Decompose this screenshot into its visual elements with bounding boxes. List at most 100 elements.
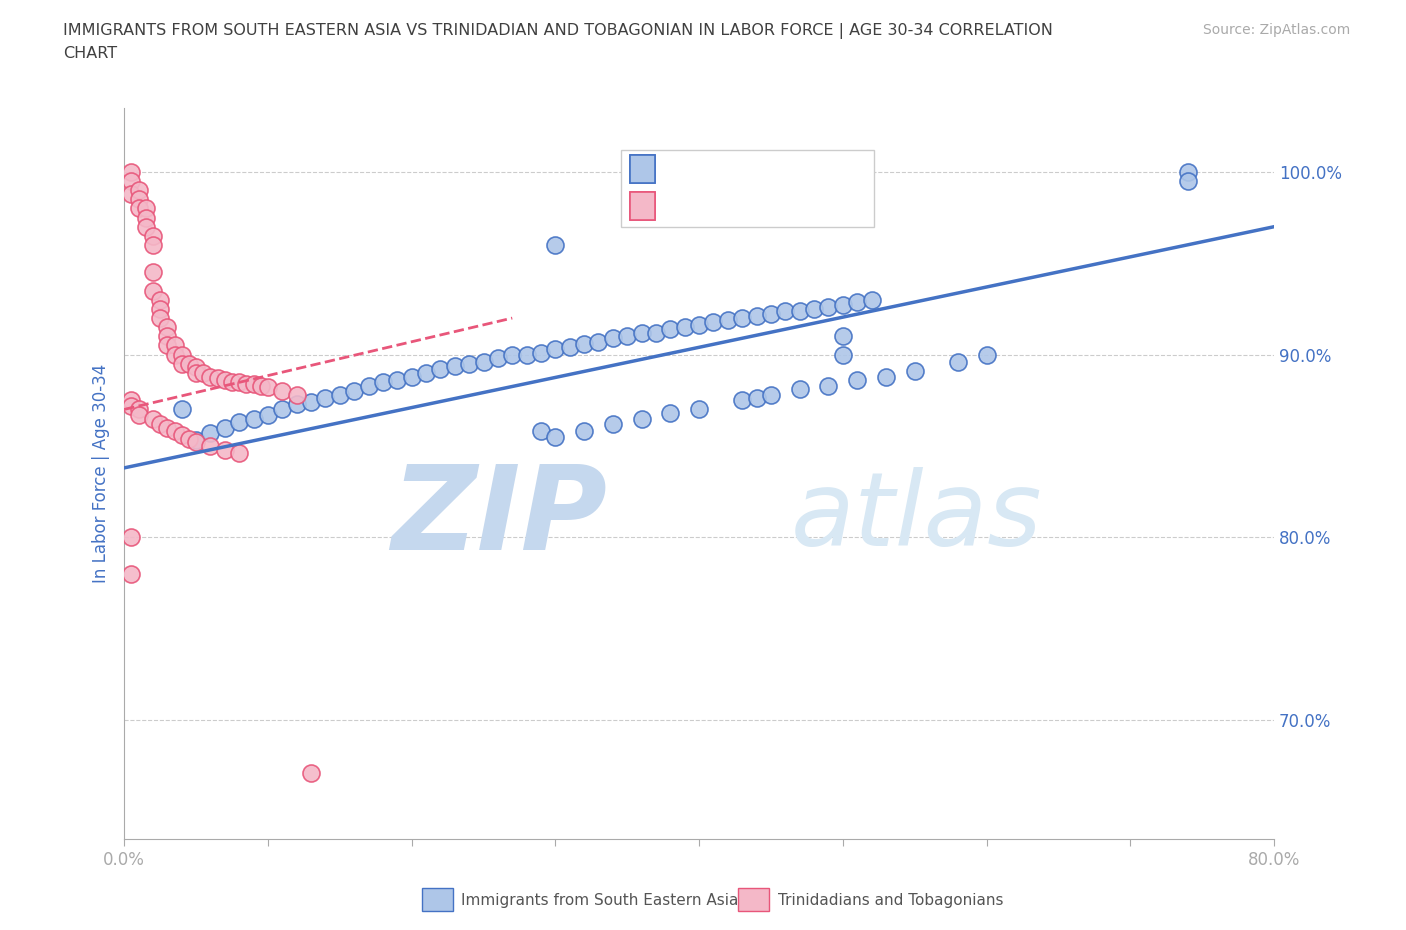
Point	[544, 237, 567, 252]
Point	[242, 411, 264, 426]
Point	[120, 566, 142, 581]
Point	[299, 765, 322, 780]
Point	[846, 294, 869, 309]
Point	[371, 375, 394, 390]
Point	[142, 265, 165, 280]
Point	[630, 326, 652, 340]
Point	[163, 424, 186, 439]
Point	[659, 322, 682, 337]
Point	[904, 364, 927, 379]
Point	[128, 407, 150, 422]
Point	[299, 394, 322, 409]
Point	[731, 311, 754, 325]
Point	[673, 320, 696, 335]
Point	[214, 442, 236, 457]
Point	[572, 337, 595, 352]
Point	[214, 420, 236, 435]
Point	[314, 391, 336, 405]
Point	[135, 201, 157, 216]
Point	[128, 192, 150, 206]
Point	[177, 432, 200, 446]
Point	[588, 335, 610, 350]
Point	[242, 377, 264, 392]
Point	[120, 530, 142, 545]
Point	[1177, 174, 1199, 189]
Point	[415, 365, 437, 380]
Point	[257, 380, 280, 395]
Point	[156, 320, 179, 335]
Point	[329, 388, 352, 403]
Point	[120, 174, 142, 189]
Point	[128, 201, 150, 216]
Point	[163, 338, 186, 352]
Text: Immigrants from South Eastern Asia: Immigrants from South Eastern Asia	[461, 893, 738, 908]
Point	[149, 311, 172, 325]
Point	[486, 351, 509, 365]
Point	[558, 339, 581, 354]
Point	[401, 369, 423, 384]
Point	[429, 362, 451, 377]
Point	[200, 369, 222, 384]
Text: Trinidadians and Tobagonians: Trinidadians and Tobagonians	[778, 893, 1002, 908]
Point	[184, 360, 207, 375]
Point	[530, 345, 553, 360]
Point	[170, 356, 193, 371]
Point	[501, 347, 523, 362]
Text: R = 0.408   N = 71: R = 0.408 N = 71	[666, 161, 852, 179]
Point	[120, 165, 142, 179]
Point	[789, 382, 811, 397]
Point	[731, 392, 754, 407]
FancyBboxPatch shape	[630, 192, 655, 219]
Point	[602, 331, 624, 346]
Text: IMMIGRANTS FROM SOUTH EASTERN ASIA VS TRINIDADIAN AND TOBAGONIAN IN LABOR FORCE : IMMIGRANTS FROM SOUTH EASTERN ASIA VS TR…	[63, 23, 1053, 61]
Point	[645, 326, 668, 340]
Point	[142, 237, 165, 252]
Point	[602, 417, 624, 432]
Point	[343, 384, 366, 399]
Point	[860, 292, 883, 307]
Point	[184, 365, 207, 380]
Point	[285, 388, 308, 403]
Point	[831, 298, 853, 312]
Point	[184, 435, 207, 450]
Point	[846, 373, 869, 388]
Point	[516, 347, 538, 362]
Point	[193, 365, 215, 380]
Point	[200, 426, 222, 441]
Point	[775, 303, 797, 318]
Point	[135, 210, 157, 225]
FancyBboxPatch shape	[630, 155, 655, 183]
Point	[149, 417, 172, 432]
Point	[803, 301, 825, 316]
Point	[976, 347, 998, 362]
Point	[357, 379, 380, 393]
Point	[946, 354, 969, 369]
Point	[149, 301, 172, 316]
Point	[128, 402, 150, 417]
Point	[228, 415, 250, 430]
Point	[759, 307, 782, 322]
Point	[207, 371, 229, 386]
Point	[387, 373, 409, 388]
Point	[616, 329, 638, 344]
Point	[156, 329, 179, 344]
Point	[759, 388, 782, 403]
Text: ZIP: ZIP	[391, 459, 607, 575]
Point	[120, 186, 142, 201]
Point	[135, 219, 157, 234]
Point	[170, 402, 193, 417]
Point	[170, 347, 193, 362]
Point	[257, 407, 280, 422]
Point	[177, 356, 200, 371]
Point	[817, 299, 839, 314]
Point	[235, 377, 257, 392]
Point	[120, 392, 142, 407]
Point	[745, 391, 768, 405]
Point	[285, 396, 308, 411]
Point	[170, 428, 193, 443]
Point	[156, 338, 179, 352]
Point	[817, 379, 839, 393]
Point	[200, 439, 222, 454]
Point	[184, 433, 207, 448]
Point	[717, 312, 740, 327]
